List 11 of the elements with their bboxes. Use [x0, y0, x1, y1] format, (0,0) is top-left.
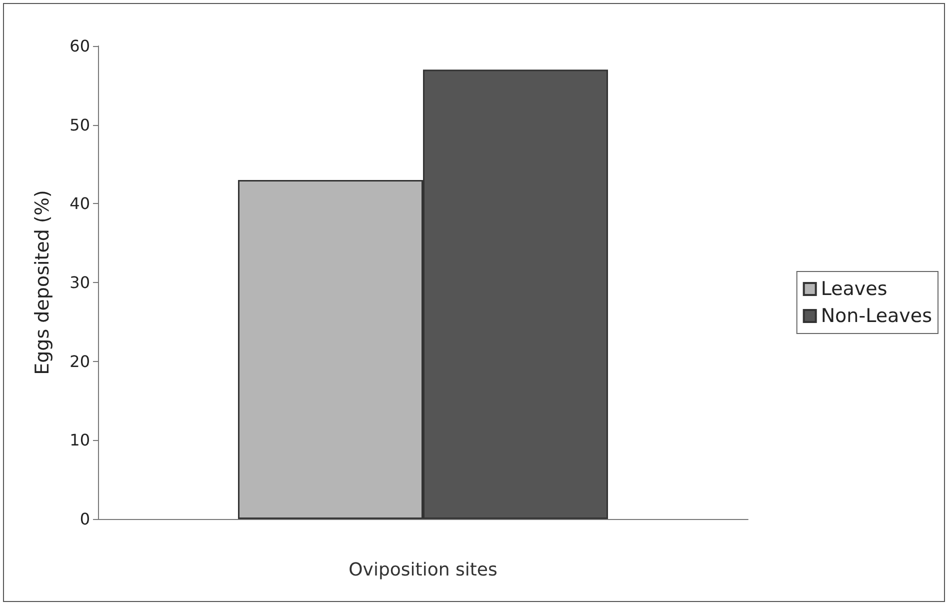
y-axis-title: Eggs deposited (%): [32, 190, 54, 375]
y-tick-label: 20: [70, 352, 90, 371]
y-tick-label: 60: [70, 36, 90, 56]
legend-label: Leaves: [820, 278, 888, 300]
y-tick-label: 30: [70, 273, 90, 292]
y-tick-label: 40: [70, 194, 90, 214]
y-tick-label: 0: [80, 510, 90, 528]
legend-label: Non-Leaves: [820, 305, 932, 327]
x-axis-title: Oviposition sites: [348, 560, 498, 580]
y-tick-label: 10: [70, 430, 90, 450]
y-tick-label: 50: [70, 115, 90, 134]
